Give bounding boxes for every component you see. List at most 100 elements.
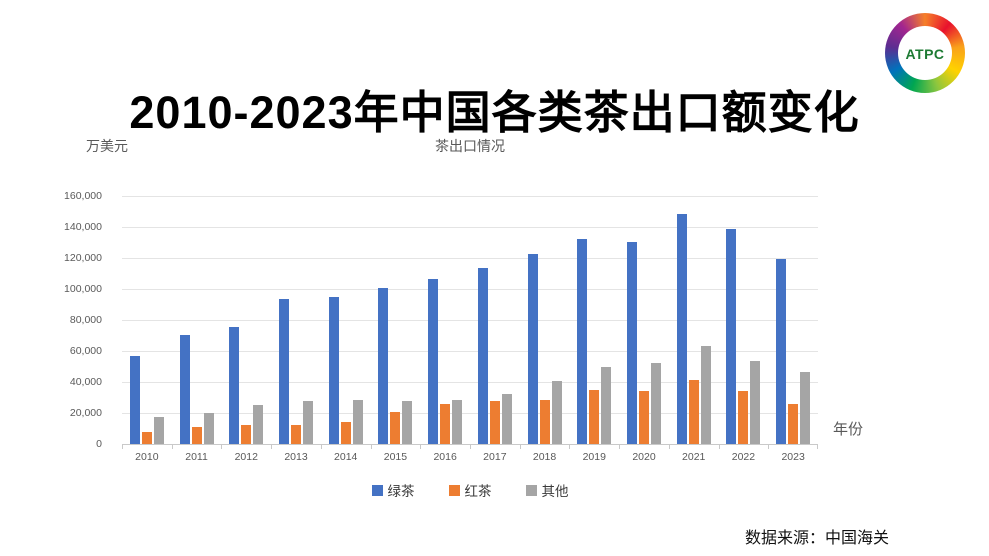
bar-其他-2011	[203, 413, 214, 444]
bar-group-2023: 2023	[768, 196, 818, 463]
y-tick-label: 140,000	[64, 221, 102, 233]
bar-其他-2020	[650, 363, 661, 444]
bar-其他-2010	[153, 417, 164, 444]
bar-红茶-2015	[390, 412, 401, 444]
bar-group-2020: 2020	[619, 196, 669, 463]
logo-text: ATPC	[905, 46, 945, 62]
bar-其他-2021	[700, 346, 711, 444]
legend-label: 绿茶	[387, 484, 415, 499]
x-tick-label: 2010	[135, 451, 159, 463]
legend-swatch-icon	[371, 484, 383, 496]
y-axis-unit-label: 万美元	[86, 138, 128, 154]
bar-其他-2013	[302, 401, 313, 444]
bar-其他-2015	[402, 401, 413, 444]
x-tick-label: 2023	[781, 451, 805, 463]
x-tick-label: 2014	[334, 451, 358, 463]
gridline	[122, 351, 818, 352]
bar-group-2012: 2012	[221, 196, 271, 463]
bar-group-2016: 2016	[420, 196, 470, 463]
plot-area: 2010 2011 2012 2013 2014 2015 2016 2017 2018 2019…	[122, 196, 818, 463]
bar-红茶-2017	[489, 401, 500, 444]
bar-group-2014: 2014	[321, 196, 371, 463]
gridline	[122, 413, 818, 414]
legend-item-红茶: 红茶	[448, 480, 492, 500]
bar-group-2013: 2013	[271, 196, 321, 463]
bar-绿茶-2014	[328, 297, 339, 444]
axis-tick	[420, 445, 422, 449]
y-tick-label: 0	[96, 438, 102, 450]
bar-其他-2019	[601, 367, 612, 444]
axis-tick	[817, 445, 818, 449]
bar-group-2015: 2015	[371, 196, 421, 463]
bar-绿茶-2016	[428, 279, 439, 444]
bar-group-2022: 2022	[719, 196, 769, 463]
y-tick-label: 40,000	[69, 376, 102, 388]
gridline	[122, 258, 818, 259]
bar-group-2010: 2010	[122, 196, 172, 463]
logo-ring-icon	[885, 13, 965, 93]
x-tick-label: 2021	[682, 451, 706, 463]
x-tick-label: 2011	[185, 451, 208, 463]
axis-tick	[370, 445, 372, 449]
bar-其他-2017	[501, 394, 512, 444]
gridline	[122, 289, 818, 290]
bar-其他-2023	[800, 372, 811, 444]
bar-绿茶-2012	[229, 327, 240, 444]
bar-红茶-2016	[440, 404, 451, 444]
x-tick-label: 2017	[483, 451, 507, 463]
bar-绿茶-2018	[527, 254, 538, 444]
bar-绿茶-2023	[776, 259, 787, 444]
axis-tick	[221, 445, 223, 449]
y-tick-label: 20,000	[69, 407, 102, 419]
bar-红茶-2013	[290, 425, 301, 444]
gridline	[122, 227, 818, 228]
axis-tick	[619, 445, 621, 449]
y-axis-labels: 0 20,000 40,000 60,000 80,000 100,000 120,000 1…	[36, 190, 112, 450]
chart-title: 茶出口情况	[435, 138, 505, 154]
bar-绿茶-2017	[477, 268, 488, 444]
bar-红茶-2014	[340, 422, 351, 444]
bar-绿茶-2013	[278, 299, 289, 444]
axis-tick	[569, 445, 571, 449]
axis-tick	[470, 445, 471, 449]
bar-其他-2018	[551, 381, 562, 444]
y-tick-label: 120,000	[64, 252, 102, 264]
y-tick-label: 100,000	[64, 283, 102, 295]
gridline	[122, 382, 818, 383]
bar-红茶-2023	[788, 404, 799, 444]
bar-group-2021: 2021	[669, 196, 719, 463]
x-tick-label: 2022	[731, 451, 756, 463]
bar-绿茶-2015	[378, 288, 389, 444]
legend-label: 其他	[541, 484, 569, 499]
axis-tick	[519, 445, 521, 449]
bar-红茶-2019	[589, 390, 600, 444]
x-tick-label: 2019	[582, 451, 606, 463]
bar-绿茶-2021	[676, 214, 687, 444]
bar-group-2018: 2018	[520, 196, 570, 463]
legend-item-其他: 其他	[525, 480, 569, 500]
bar-绿茶-2010	[129, 356, 140, 444]
bar-其他-2012	[253, 405, 264, 444]
axis-tick	[768, 445, 770, 449]
bar-红茶-2010	[141, 432, 152, 444]
x-tick-label: 2020	[632, 451, 656, 463]
y-tick-label: 160,000	[64, 190, 102, 202]
bar-group-2011: 2011	[172, 196, 222, 463]
page-title: 2010-2023年中国各类茶出口额变化	[129, 87, 860, 139]
legend-swatch-icon	[448, 484, 460, 496]
axis-tick	[668, 445, 670, 449]
source-note: 数据来源：中国海关	[744, 530, 889, 547]
axis-tick	[122, 445, 123, 449]
legend-swatch-icon	[525, 484, 537, 496]
gridline	[122, 196, 818, 197]
x-tick-label: 2018	[532, 451, 557, 463]
bar-红茶-2018	[539, 400, 550, 444]
axis-tick	[171, 445, 173, 449]
x-tick-label: 2013	[284, 451, 308, 463]
atpc-logo: ATPC	[883, 12, 967, 94]
legend-item-绿茶: 绿茶	[371, 480, 415, 500]
gridline	[122, 320, 818, 321]
bar-红茶-2020	[638, 391, 649, 444]
bar-红茶-2012	[241, 425, 252, 444]
axis-tick	[718, 445, 720, 449]
